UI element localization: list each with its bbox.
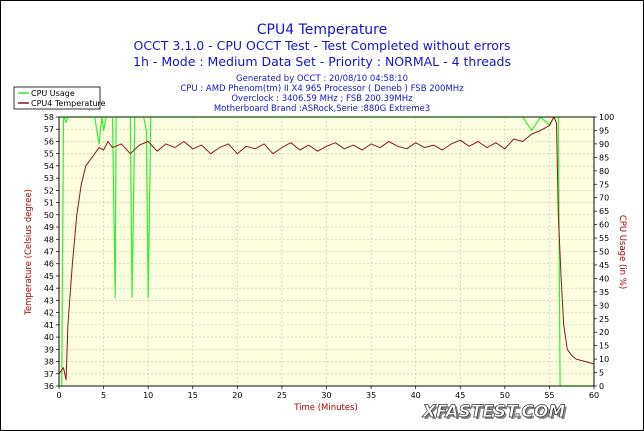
- x-tick-label: 45: [455, 391, 465, 400]
- left-tick-label: 57: [44, 125, 54, 134]
- x-tick-label: 25: [277, 391, 287, 400]
- legend: CPU Usage CPU4 Temperature: [13, 86, 106, 110]
- right-axis-ticks: 0 5 10 15 20 25 30 35 40 45 50 55 60 65 70 75 80 85 90 95 10…: [594, 113, 614, 391]
- right-tick-label: 65: [599, 207, 609, 216]
- right-tick-label: 5: [599, 369, 604, 378]
- left-tick-label: 37: [44, 370, 54, 379]
- info-motherboard: Motherboard Brand :ASRock,Serie :880G Ex…: [214, 104, 430, 114]
- chart-title: CPU4 Temperature: [257, 22, 388, 38]
- x-tick-label: 30: [321, 391, 331, 400]
- left-axis-ticks: 36 37 38 39 40 41 42 43 44 45 46 47 48 49 50 51 52 53 54 55…: [44, 113, 59, 391]
- right-tick-label: 95: [599, 126, 609, 135]
- legend-box: [13, 86, 101, 110]
- x-tick-label: 10: [143, 391, 153, 400]
- right-tick-label: 20: [599, 328, 609, 337]
- x-tick-label: 40: [411, 391, 421, 400]
- right-tick-label: 25: [599, 315, 609, 324]
- right-tick-label: 10: [599, 355, 609, 364]
- right-tick-label: 55: [599, 234, 609, 243]
- left-tick-label: 48: [44, 235, 54, 244]
- right-tick-label: 35: [599, 288, 609, 297]
- left-axis-label: Temperature (Celsius degree): [24, 189, 34, 316]
- chart-subtitle-mode: 1h - Mode : Medium Data Set - Priority :…: [133, 54, 511, 69]
- x-axis-ticks: 0 5 10 15 20 25 30 35 40 45 50 55 60: [56, 386, 599, 400]
- left-tick-label: 36: [44, 382, 54, 391]
- right-tick-label: 75: [599, 180, 609, 189]
- right-tick-label: 30: [599, 301, 609, 310]
- right-axis-label: CPU Usage (in %): [617, 215, 627, 289]
- left-tick-label: 51: [44, 199, 54, 208]
- x-tick-label: 60: [589, 391, 599, 400]
- left-tick-label: 45: [44, 272, 54, 281]
- right-tick-label: 45: [599, 261, 609, 270]
- info-generated: Generated by OCCT : 20/08/10 04:58:10: [236, 74, 408, 84]
- x-axis-label: Time (Minutes): [293, 403, 358, 413]
- info-cpu: CPU : AMD Phenom(tm) II X4 965 Processor…: [180, 84, 464, 94]
- x-tick-label: 35: [366, 391, 376, 400]
- left-tick-label: 39: [44, 345, 54, 354]
- grid: [59, 117, 594, 386]
- right-tick-label: 60: [599, 221, 609, 230]
- left-tick-label: 54: [44, 162, 54, 171]
- left-tick-label: 38: [44, 358, 54, 367]
- x-tick-label: 55: [544, 391, 554, 400]
- left-tick-label: 56: [44, 137, 54, 146]
- left-tick-label: 50: [44, 211, 54, 220]
- left-tick-label: 43: [44, 296, 54, 305]
- x-tick-label: 0: [56, 391, 61, 400]
- right-tick-label: 15: [599, 342, 609, 351]
- watermark-text-shadow: XFASTEST.COM: [424, 404, 567, 424]
- chart-subtitle-test: OCCT 3.1.0 - CPU OCCT Test - Test Comple…: [133, 38, 510, 53]
- x-tick-label: 20: [232, 391, 242, 400]
- left-tick-label: 55: [44, 150, 54, 159]
- right-tick-label: 0: [599, 382, 604, 391]
- left-tick-label: 42: [44, 309, 54, 318]
- left-tick-label: 58: [44, 113, 54, 122]
- right-tick-label: 50: [599, 248, 609, 257]
- x-tick-label: 5: [101, 391, 106, 400]
- right-tick-label: 90: [599, 140, 609, 149]
- watermark-text: XFASTEST.COM: [422, 402, 565, 422]
- left-tick-label: 49: [44, 223, 54, 232]
- left-tick-label: 52: [44, 186, 54, 195]
- left-tick-label: 41: [44, 321, 54, 330]
- watermark-logo: XFASTEST.COM XFASTEST.COM: [421, 402, 567, 424]
- left-tick-label: 44: [44, 284, 54, 293]
- left-tick-label: 46: [44, 260, 54, 269]
- series-line-cpu4-temperature: [58, 116, 595, 381]
- x-tick-label: 50: [500, 391, 510, 400]
- x-tick-label: 15: [188, 391, 198, 400]
- left-tick-label: 47: [44, 248, 54, 257]
- legend-label-cpu4-temperature: CPU4 Temperature: [31, 99, 106, 108]
- right-tick-label: 40: [599, 274, 609, 283]
- right-tick-label: 80: [599, 167, 609, 176]
- left-tick-label: 53: [44, 174, 54, 183]
- right-tick-label: 100: [599, 113, 614, 122]
- legend-label-cpu-usage: CPU Usage: [31, 89, 75, 98]
- info-overclock: Overclock : 3406.59 MHz ; FSB 200.39MHz: [231, 94, 413, 104]
- left-tick-label: 40: [44, 333, 54, 342]
- right-tick-label: 70: [599, 194, 609, 203]
- right-tick-label: 85: [599, 153, 609, 162]
